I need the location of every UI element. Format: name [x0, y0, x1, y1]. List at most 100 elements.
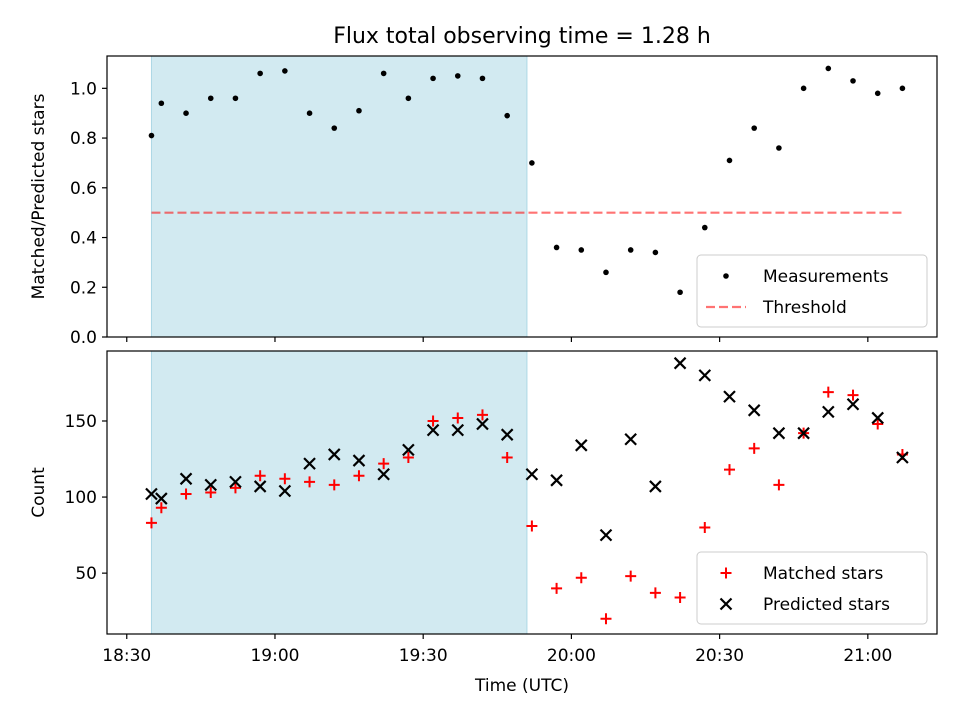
data-point — [427, 415, 439, 427]
data-point — [797, 426, 810, 440]
data-point — [282, 68, 288, 74]
data-point — [698, 369, 712, 382]
data-point — [674, 591, 686, 603]
y-tick-label: 150 — [65, 412, 97, 432]
data-point — [278, 484, 292, 498]
data-point — [180, 488, 192, 500]
data-point — [476, 409, 488, 421]
data-point — [726, 157, 733, 164]
data-point — [748, 442, 760, 454]
data-point — [377, 467, 390, 481]
data-point — [526, 520, 538, 532]
data-point — [155, 492, 168, 505]
plot-frame — [106, 350, 938, 635]
data-point — [673, 356, 687, 370]
data-point — [747, 404, 761, 417]
legend: Measurements Threshold — [696, 254, 928, 328]
data-point — [306, 110, 313, 116]
data-point — [599, 528, 613, 542]
data-point — [578, 247, 585, 253]
data-point — [254, 470, 266, 482]
legend-marker — [719, 597, 733, 611]
data-point — [847, 389, 859, 401]
data-point — [454, 73, 461, 79]
bottom-panel: 18:30 19:00 19:30 20:00 20:30 21:00 50 100 150 Co… — [29, 350, 938, 696]
data-point — [724, 464, 735, 476]
data-point — [426, 423, 440, 437]
legend-label: Threshold — [762, 298, 847, 318]
data-point — [328, 479, 340, 491]
x-axis-label: Time (UTC) — [474, 676, 569, 696]
data-point — [550, 474, 563, 487]
data-point — [452, 412, 464, 424]
data-point — [822, 386, 834, 398]
data-point — [575, 439, 588, 452]
y-tick-label: 50 — [75, 564, 97, 584]
data-point — [327, 448, 341, 461]
data-point — [652, 249, 659, 256]
series-measurements — [148, 65, 906, 296]
data-point — [871, 411, 884, 425]
y-tick-label: 0.8 — [70, 129, 97, 149]
data-point — [145, 487, 158, 501]
data-point — [304, 476, 316, 488]
data-point — [677, 289, 683, 296]
data-point — [600, 613, 612, 625]
data-point — [723, 390, 736, 403]
legend: Matched stars Predicted stars — [696, 551, 928, 625]
shaded-span — [151, 56, 527, 337]
data-point — [253, 480, 267, 493]
data-point — [158, 100, 165, 107]
data-point — [229, 475, 242, 489]
data-point — [551, 582, 563, 594]
data-point — [205, 487, 217, 498]
x-tick-label: 19:30 — [399, 646, 448, 666]
data-point — [476, 417, 489, 431]
data-point — [148, 132, 155, 139]
data-point — [479, 75, 486, 82]
legend-marker — [723, 273, 729, 279]
data-point — [896, 451, 909, 464]
legend-marker — [720, 567, 732, 579]
data-point — [353, 470, 365, 482]
data-point — [356, 107, 362, 114]
plot-frame — [106, 55, 938, 338]
y-tick-label: 1.0 — [70, 79, 97, 99]
data-point — [627, 247, 634, 253]
y-axis-label: Count — [29, 467, 49, 518]
x-tick-label: 18:30 — [102, 646, 151, 666]
x-tick-label: 19:00 — [250, 646, 299, 666]
data-point — [701, 224, 708, 231]
data-point — [624, 432, 637, 446]
y-axis-label: Matched/Predicted stars — [29, 93, 49, 299]
data-point — [649, 480, 662, 493]
data-point — [430, 75, 436, 82]
data-point — [825, 65, 832, 72]
top-panel: 0.0 0.2 0.4 0.6 0.8 1.0 Matched/Predicted star… — [29, 55, 938, 348]
data-point — [776, 145, 782, 151]
data-point — [625, 570, 637, 582]
data-point — [846, 397, 860, 411]
data-point — [529, 160, 535, 166]
data-point — [402, 452, 414, 464]
data-point — [751, 125, 758, 131]
data-point — [872, 418, 884, 430]
data-point — [649, 587, 661, 599]
data-point — [155, 502, 167, 514]
legend-label: Matched stars — [763, 564, 883, 584]
data-point — [183, 110, 189, 116]
data-point — [405, 95, 412, 102]
series-predicted-stars — [145, 356, 909, 542]
x-tick-label: 20:30 — [695, 646, 744, 666]
legend-label: Measurements — [763, 267, 889, 287]
data-point — [500, 428, 514, 441]
data-point — [501, 452, 513, 464]
chart-title: Flux total observing time = 1.28 h — [333, 24, 711, 49]
data-point — [257, 70, 263, 77]
data-point — [402, 443, 415, 457]
y-tick-label: 100 — [65, 488, 97, 508]
data-point — [229, 482, 241, 494]
data-point — [378, 458, 390, 470]
data-point — [772, 426, 786, 440]
